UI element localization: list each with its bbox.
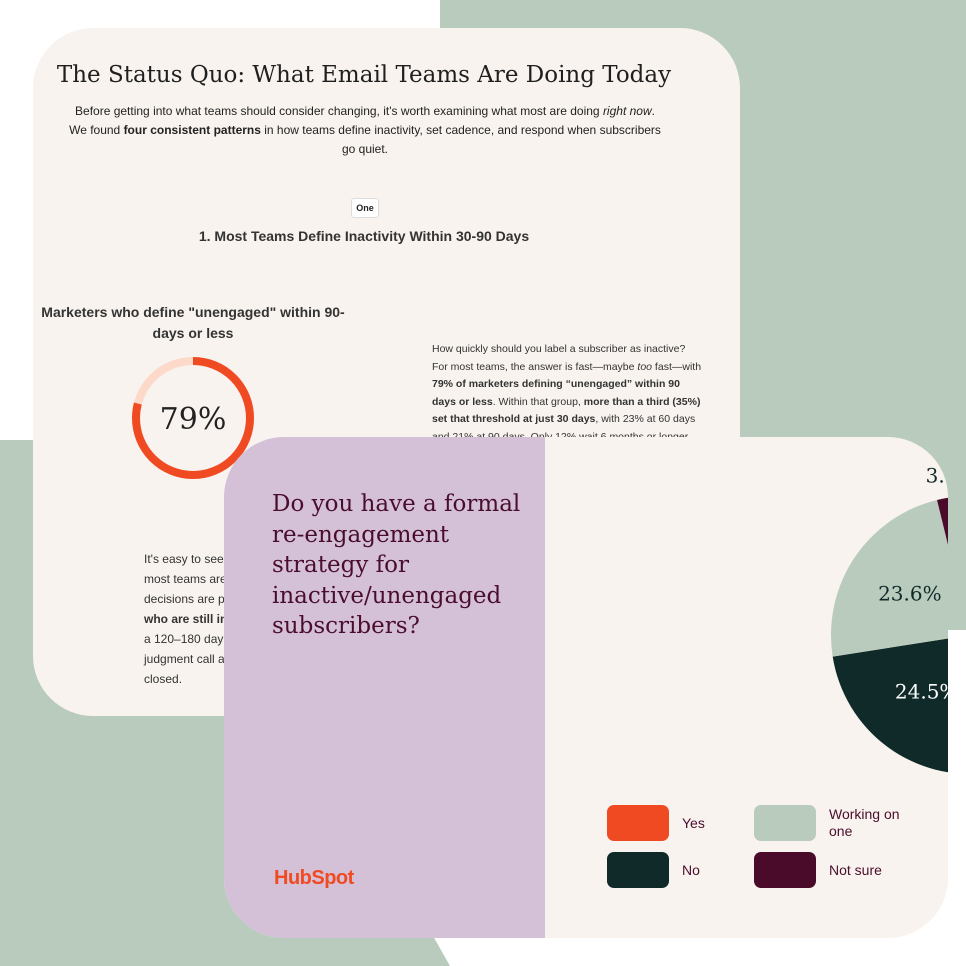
legend-label: Yes bbox=[682, 814, 705, 831]
text: . We found bbox=[69, 104, 655, 137]
badge: One bbox=[351, 198, 379, 218]
paragraph-line: who are still in bbox=[144, 612, 228, 626]
pie-slice bbox=[831, 499, 948, 657]
paragraph: How quickly should you label a subscribe… bbox=[432, 341, 702, 446]
legend-swatch bbox=[607, 852, 669, 888]
text: fast—with bbox=[652, 360, 702, 373]
legend-item: No bbox=[682, 861, 700, 878]
legend-swatch bbox=[754, 852, 816, 888]
text: right now bbox=[602, 104, 652, 118]
slice-label: 24.5% bbox=[895, 679, 948, 703]
legend-item: Working on one bbox=[829, 806, 900, 839]
text: too bbox=[637, 360, 653, 373]
brand-logo: HubSpot bbox=[274, 867, 354, 889]
legend-label: Not sure bbox=[829, 861, 882, 878]
paragraph-line: closed. bbox=[144, 672, 183, 686]
legend-swatch bbox=[607, 805, 669, 841]
legend-item: Not sure bbox=[829, 861, 882, 878]
donut: 79% bbox=[132, 357, 254, 479]
paragraph-line: most teams are bbox=[144, 572, 227, 586]
donut-label: 79% bbox=[160, 402, 227, 437]
survey-card: Do you have a formal re-engagement strat… bbox=[224, 437, 948, 938]
intro: Before getting into what teams should co… bbox=[65, 102, 665, 159]
text: . Within that group, bbox=[492, 395, 584, 408]
paragraph: It's easy to see w most teams are decision… bbox=[144, 549, 236, 689]
legend-label: Working on one bbox=[829, 806, 900, 839]
legend-item: Yes bbox=[682, 814, 705, 831]
paragraph-line: judgment call a bbox=[144, 652, 225, 666]
pie-slice bbox=[832, 638, 948, 773]
text: 79% of marketers defining “unengaged” wi… bbox=[432, 378, 680, 408]
text: How quickly should you label a subscribe… bbox=[432, 343, 686, 373]
slice-label: 3.8% bbox=[926, 464, 948, 488]
paragraph-line: decisions are pr bbox=[144, 592, 229, 606]
text: Before getting into what teams should co… bbox=[75, 104, 603, 118]
text: more than a third (35%) set that thresho… bbox=[432, 395, 701, 426]
legend-label: No bbox=[682, 861, 700, 878]
text: four consistent patterns bbox=[123, 123, 261, 137]
section-heading: 1. Most Teams Define Inactivity Within 3… bbox=[198, 228, 530, 244]
paragraph-line: It's easy to see w bbox=[144, 552, 236, 566]
paragraph-line: a 120–180 day s bbox=[144, 632, 233, 646]
text: in how teams define inactivity, set cade… bbox=[260, 123, 661, 156]
legend-swatch bbox=[754, 805, 816, 841]
pie-slice bbox=[937, 497, 948, 545]
document-title: The Status Quo: What Email Teams Are Doi… bbox=[56, 62, 672, 88]
question: Do you have a formal re-engagement strat… bbox=[272, 491, 521, 639]
slice-label: 23.6% bbox=[878, 581, 942, 605]
question-panel: Do you have a formal re-engagement strat… bbox=[224, 437, 545, 938]
donut-title: Marketers who define "unengaged" within … bbox=[41, 304, 345, 341]
donut-arc bbox=[132, 357, 254, 479]
